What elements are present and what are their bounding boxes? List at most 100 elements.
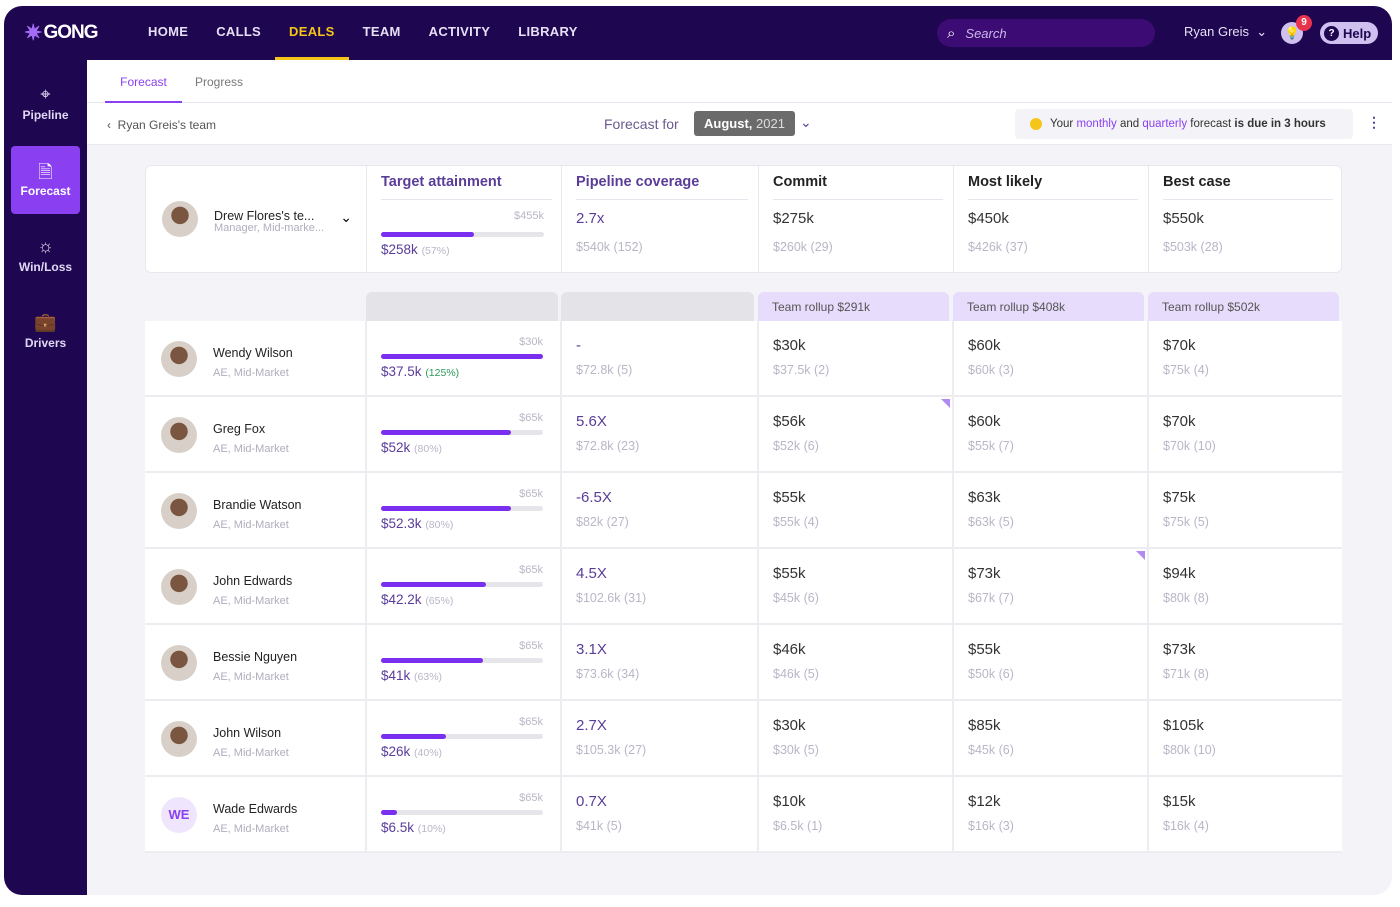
person-cell[interactable]: Wendy Wilson AE, Mid-Market: [145, 321, 365, 397]
coverage-cell[interactable]: 4.5X $102.6k (31): [560, 549, 757, 625]
person-cell[interactable]: Bessie Nguyen AE, Mid-Market: [145, 625, 365, 701]
commit-cell[interactable]: $10k $6.5k (1): [757, 777, 952, 853]
attainment-progress: [381, 734, 543, 739]
help-label: Help: [1343, 25, 1372, 41]
target-attainment-cell[interactable]: $65k $52k (80%): [365, 397, 561, 473]
coverage-cell[interactable]: Pipeline coverage 2.7x $540k (152): [561, 166, 758, 272]
commit-value: $56k: [773, 413, 806, 430]
commit-cell[interactable]: $56k $52k (6): [757, 397, 952, 473]
coverage-sub-value: $540k (152): [576, 240, 643, 254]
best-value: $75k: [1163, 489, 1196, 506]
sub-header: ‹ Ryan Greis's team Forecast for August,…: [87, 103, 1392, 145]
person-role: AE, Mid-Market: [213, 671, 289, 683]
table-row: Brandie Watson AE, Mid-Market $65k $52.3…: [145, 473, 1342, 549]
likely-value: $60k: [968, 337, 1001, 354]
person-cell[interactable]: Drew Flores's te... Manager, Mid-marke..…: [146, 166, 366, 272]
best-sub-value: $503k (28): [1163, 240, 1223, 254]
search-input[interactable]: ⌕ Search: [937, 19, 1155, 47]
target-value: $65k: [519, 412, 543, 424]
chevron-down-icon[interactable]: ⌄: [340, 209, 352, 225]
likely-cell[interactable]: $85k $45k (6): [952, 701, 1147, 777]
coverage-cell[interactable]: - $72.8k (5): [560, 321, 757, 397]
help-button[interactable]: ? Help: [1320, 22, 1378, 44]
coverage-cell[interactable]: -6.5X $82k (27): [560, 473, 757, 549]
likely-cell[interactable]: $63k $63k (5): [952, 473, 1147, 549]
table-row: John Wilson AE, Mid-Market $65k $26k (40…: [145, 701, 1342, 777]
likely-cell[interactable]: $55k $50k (6): [952, 625, 1147, 701]
target-attainment-cell[interactable]: $65k $6.5k (10%): [365, 777, 561, 853]
likely-sub-value: $67k (7): [968, 591, 1014, 605]
likely-cell[interactable]: $12k $16k (3): [952, 777, 1147, 853]
nav-library[interactable]: LIBRARY: [518, 24, 578, 39]
target-attainment-cell[interactable]: $30k $37.5k (125%): [365, 321, 561, 397]
chevron-down-icon[interactable]: ⌄: [800, 114, 812, 130]
likely-cell[interactable]: $60k $55k (7): [952, 397, 1147, 473]
likely-cell[interactable]: $73k $67k (7): [952, 549, 1147, 625]
best-cell[interactable]: $15k $16k (4): [1147, 777, 1342, 853]
likely-value: $63k: [968, 489, 1001, 506]
likely-cell[interactable]: Most likely $450k $426k (37): [953, 166, 1148, 272]
commit-cell[interactable]: $55k $45k (6): [757, 549, 952, 625]
person-cell[interactable]: WE Wade Edwards AE, Mid-Market: [145, 777, 365, 853]
sidebar-item-pipeline[interactable]: ⌖ Pipeline: [11, 70, 80, 138]
person-cell[interactable]: Brandie Watson AE, Mid-Market: [145, 473, 365, 549]
month-select[interactable]: August, 2021: [694, 111, 795, 136]
attainment-progress: [381, 810, 543, 815]
coverage-cell[interactable]: 2.7X $105.3k (27): [560, 701, 757, 777]
target-attainment-cell[interactable]: $65k $26k (40%): [365, 701, 561, 777]
coverage-cell[interactable]: 3.1X $73.6k (34): [560, 625, 757, 701]
nav-activity[interactable]: ACTIVITY: [428, 24, 491, 39]
column-header: Pipeline coverage: [576, 174, 748, 200]
column-spacer: [366, 292, 558, 321]
sidebar-item-win-loss[interactable]: ☼ Win/Loss: [11, 222, 80, 290]
best-cell[interactable]: $73k $71k (8): [1147, 625, 1342, 701]
person-cell[interactable]: John Wilson AE, Mid-Market: [145, 701, 365, 777]
best-cell[interactable]: $94k $80k (8): [1147, 549, 1342, 625]
nav-deals[interactable]: DEALS: [275, 6, 349, 60]
nav-home[interactable]: HOME: [148, 24, 189, 39]
sidebar-item-drivers[interactable]: 💼 Drivers: [11, 298, 80, 366]
person-role: AE, Mid-Market: [213, 823, 289, 835]
coverage-cell[interactable]: 5.6X $72.8k (23): [560, 397, 757, 473]
coverage-value: 3.1X: [576, 641, 607, 658]
commit-cell[interactable]: $30k $30k (5): [757, 701, 952, 777]
target-attainment-cell[interactable]: $65k $42.2k (65%): [365, 549, 561, 625]
person-cell[interactable]: Greg Fox AE, Mid-Market: [145, 397, 365, 473]
attainment-progress: [381, 354, 543, 359]
breadcrumb[interactable]: ‹ Ryan Greis's team: [107, 118, 216, 132]
coverage-value: 2.7x: [576, 210, 605, 227]
nav-team[interactable]: TEAM: [362, 24, 401, 39]
target-attainment-cell[interactable]: $65k $52.3k (80%): [365, 473, 561, 549]
commit-cell[interactable]: Commit $275k $260k (29): [758, 166, 953, 272]
commit-cell[interactable]: $46k $46k (5): [757, 625, 952, 701]
progress-fill: [381, 430, 511, 435]
likely-sub-value: $426k (37): [968, 240, 1028, 254]
best-value: $15k: [1163, 793, 1196, 810]
user-menu[interactable]: Ryan Greis ⌄: [1184, 24, 1267, 40]
attainment-progress: [381, 232, 544, 237]
commit-cell[interactable]: $30k $37.5k (2): [757, 321, 952, 397]
nav-calls[interactable]: CALLS: [216, 24, 262, 39]
target-attainment-cell[interactable]: Target attainment $455k $258k (57%): [366, 166, 562, 272]
tab-forecast[interactable]: Forecast: [105, 60, 182, 103]
best-value: $70k: [1163, 413, 1196, 430]
tab-progress[interactable]: Progress: [195, 75, 244, 89]
gong-logo[interactable]: ✷ GONG: [24, 20, 99, 46]
best-cell[interactable]: $70k $75k (4): [1147, 321, 1342, 397]
likely-cell[interactable]: $60k $60k (3): [952, 321, 1147, 397]
person-role: AE, Mid-Market: [213, 367, 289, 379]
best-cell[interactable]: $105k $80k (10): [1147, 701, 1342, 777]
person-cell[interactable]: John Edwards AE, Mid-Market: [145, 549, 365, 625]
coverage-value: 4.5X: [576, 565, 607, 582]
progress-fill: [381, 734, 446, 739]
commit-cell[interactable]: $55k $55k (4): [757, 473, 952, 549]
best-cell[interactable]: $70k $70k (10): [1147, 397, 1342, 473]
sidebar-item-forecast[interactable]: 🗎 Forecast: [11, 146, 80, 214]
best-cell[interactable]: Best case $550k $503k (28): [1148, 166, 1343, 272]
coverage-cell[interactable]: 0.7X $41k (5): [560, 777, 757, 853]
target-attainment-cell[interactable]: $65k $41k (63%): [365, 625, 561, 701]
commit-sub-value: $46k (5): [773, 667, 819, 681]
best-cell[interactable]: $75k $75k (5): [1147, 473, 1342, 549]
more-options-icon[interactable]: ⋮: [1367, 114, 1381, 130]
person-name: Wendy Wilson: [213, 346, 293, 360]
